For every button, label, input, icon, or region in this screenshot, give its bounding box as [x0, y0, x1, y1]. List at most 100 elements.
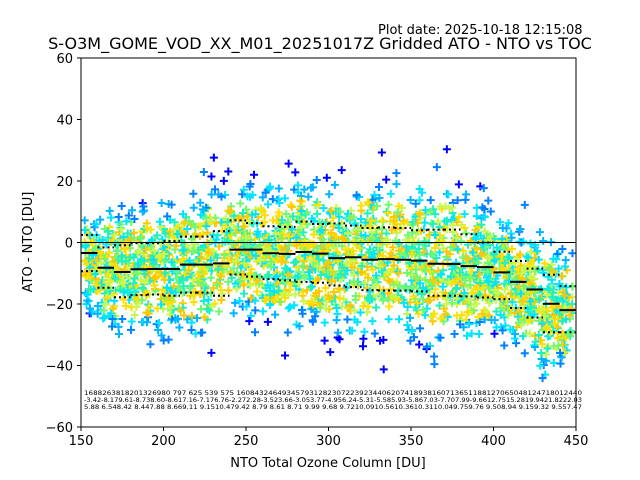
scatter-point: [378, 225, 387, 234]
scatter-point: [505, 260, 514, 269]
scatter-point: [545, 263, 554, 272]
scatter-point: [136, 257, 145, 266]
scatter-point: [360, 278, 369, 287]
scatter-point: [421, 275, 430, 284]
scatter-point: [304, 192, 313, 201]
scatter-point: [351, 291, 360, 300]
scatter-point: [274, 286, 283, 295]
scatter-point: [537, 305, 546, 314]
scatter-point: [343, 266, 352, 275]
scatter-point: [211, 185, 220, 194]
scatter-point: [531, 337, 540, 346]
scatter-point: [284, 270, 293, 279]
scatter-point: [432, 239, 441, 248]
scatter-point: [471, 285, 480, 294]
scatter-point: [368, 317, 377, 326]
scatter-point: [198, 205, 207, 214]
scatter-point: [359, 342, 368, 351]
scatter-point: [170, 263, 179, 272]
scatter-point: [548, 293, 557, 302]
scatter-point: [414, 240, 423, 249]
scatter-point: [369, 249, 378, 258]
scatter-point: [312, 276, 321, 285]
scatter-point: [246, 192, 255, 201]
scatter-point: [534, 255, 543, 264]
scatter-point: [390, 216, 399, 225]
scatter-point: [395, 281, 404, 290]
scatter-point: [85, 272, 94, 281]
scatter-point: [480, 213, 489, 222]
scatter-point: [379, 296, 388, 305]
scatter-point: [370, 190, 379, 199]
scatter-point: [561, 262, 570, 271]
scatter-point: [485, 299, 494, 308]
scatter-point: [337, 166, 346, 175]
scatter-point: [546, 265, 555, 274]
scatter-point: [346, 301, 355, 310]
scatter-point: [421, 265, 430, 274]
scatter-point: [496, 310, 505, 319]
scatter-point: [460, 289, 469, 298]
scatter-point: [430, 293, 439, 302]
scatter-point: [151, 287, 160, 296]
scatter-point: [364, 302, 373, 311]
scatter-point: [422, 304, 431, 313]
scatter-point: [321, 284, 330, 293]
scatter-point: [431, 244, 440, 253]
scatter-point: [435, 301, 444, 310]
scatter-point: [265, 182, 274, 191]
scatter-point: [438, 282, 447, 291]
scatter-point: [524, 308, 533, 317]
scatter-point: [202, 213, 211, 222]
scatter-point: [231, 257, 240, 266]
scatter-point: [350, 306, 359, 315]
scatter-point: [80, 216, 89, 225]
scatter-point: [312, 289, 321, 298]
scatter-point: [343, 315, 352, 324]
scatter-point: [479, 184, 488, 193]
scatter-point: [542, 323, 551, 332]
scatter-point: [498, 235, 507, 244]
scatter-point: [537, 349, 546, 358]
scatter-point: [160, 257, 169, 266]
scatter-point: [492, 323, 501, 332]
scatter-point: [130, 214, 139, 223]
scatter-point: [224, 286, 233, 295]
scatter-point: [128, 206, 137, 215]
scatter-point: [330, 180, 339, 189]
scatter-point: [409, 292, 418, 301]
scatter-point: [431, 210, 440, 219]
scatter-point: [427, 249, 436, 258]
scatter-point: [294, 215, 303, 224]
scatter-point: [355, 244, 364, 253]
scatter-point: [165, 227, 174, 236]
scatter-point: [520, 282, 529, 291]
scatter-point: [389, 261, 398, 270]
scatter-point: [229, 309, 238, 318]
scatter-point: [282, 209, 291, 218]
scatter-point: [356, 222, 365, 231]
scatter-point: [490, 329, 499, 338]
scatter-point: [329, 235, 338, 244]
scatter-point: [279, 288, 288, 297]
scatter-point: [510, 329, 519, 338]
scatter-point: [196, 210, 205, 219]
scatter-point: [412, 265, 421, 274]
scatter-point: [463, 255, 472, 264]
scatter-point: [189, 189, 198, 198]
scatter-point: [193, 278, 202, 287]
scatter-point: [139, 202, 148, 211]
scatter-point: [217, 286, 226, 295]
scatter-point: [189, 275, 198, 284]
scatter-point: [450, 329, 459, 338]
scatter-point: [143, 224, 152, 233]
scatter-point: [261, 244, 270, 253]
scatter-point: [264, 270, 273, 279]
scatter-point: [441, 310, 450, 319]
scatter-point: [438, 237, 447, 246]
y-tick-label: −60: [46, 421, 73, 436]
scatter-point: [229, 264, 238, 273]
scatter-point: [334, 328, 343, 337]
scatter-point: [498, 223, 507, 232]
scatter-point: [266, 300, 275, 309]
